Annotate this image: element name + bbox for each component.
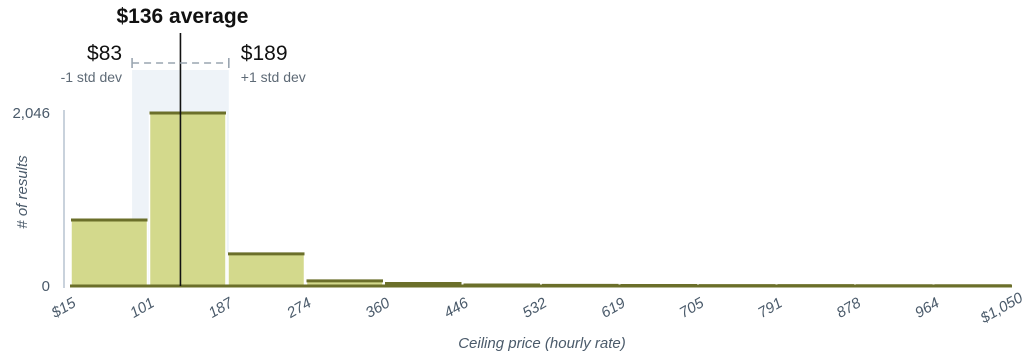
annotation-layer: $136 average $83 -1 std dev $189 +1 std dev — [61, 5, 306, 286]
x-tick-label: 619 — [598, 294, 629, 322]
y-axis-title: # of results — [14, 155, 31, 229]
y-tick-label: 2,046 — [12, 105, 50, 122]
x-tick-label: 878 — [834, 294, 865, 322]
y-tick-label: 0 — [42, 278, 50, 295]
std-dev-low-label: -1 std dev — [61, 69, 122, 85]
x-tick-label: $1,050 — [977, 289, 1025, 327]
x-tick-label: 964 — [912, 294, 942, 321]
x-tick-label: 705 — [677, 294, 708, 322]
x-tick-label: 274 — [283, 294, 314, 322]
x-tick-label: $15 — [48, 294, 80, 322]
x-tick-label: 101 — [127, 294, 157, 321]
histogram-bar — [70, 219, 149, 287]
std-dev-high-label: +1 std dev — [241, 69, 306, 85]
x-tick-label: 532 — [520, 294, 551, 322]
bars-layer — [70, 111, 1011, 288]
std-dev-high-value: $189 — [241, 42, 288, 65]
std-dev-low-value: $83 — [87, 42, 122, 65]
histogram-bar — [148, 112, 227, 287]
x-tick-label: 791 — [755, 294, 785, 321]
mean-label: $136 average — [116, 5, 248, 28]
x-axis-title: Ceiling price (hourly rate) — [458, 335, 626, 352]
x-tick-label: 187 — [206, 294, 237, 322]
x-tick-label: 446 — [441, 294, 472, 322]
histogram-bar — [227, 253, 306, 287]
x-tick-label: 360 — [363, 294, 394, 322]
